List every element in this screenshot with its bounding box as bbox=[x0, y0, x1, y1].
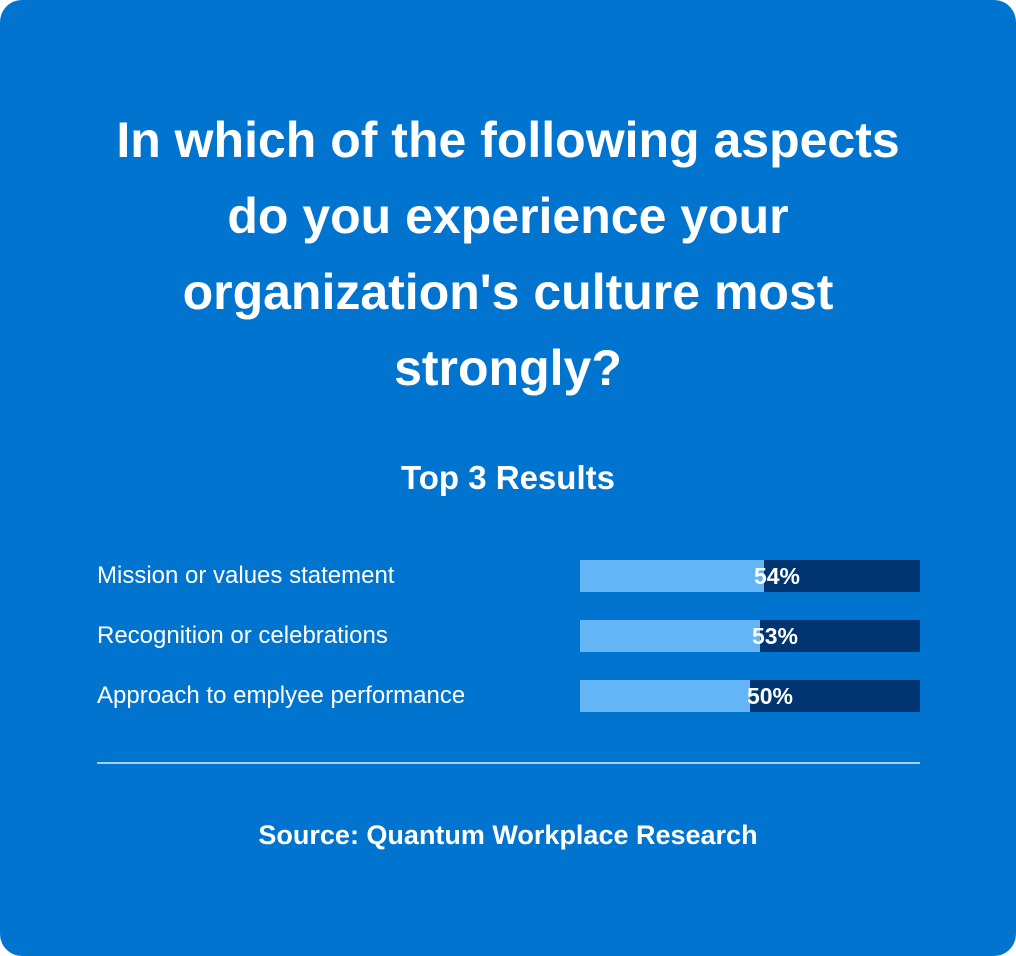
bar-track: 53% bbox=[580, 620, 920, 652]
chart-title: In which of the following aspects do you… bbox=[116, 112, 900, 396]
bar-category-label: Mission or values statement bbox=[97, 562, 395, 589]
bar bbox=[580, 680, 750, 712]
source-note: Source: Quantum Workplace Research bbox=[258, 820, 758, 850]
chart-subtitle: Top 3 Results bbox=[401, 459, 615, 496]
divider bbox=[97, 762, 920, 764]
bar-row: Recognition or celebrations 53% bbox=[97, 620, 920, 652]
bar-track: 54% bbox=[580, 560, 920, 592]
bar-row: Mission or values statement 54% bbox=[97, 560, 920, 592]
bar bbox=[580, 560, 764, 592]
bar-value-label: 53% bbox=[751, 623, 799, 649]
bar-value-label: 54% bbox=[753, 563, 801, 589]
bar-category-label: Recognition or celebrations bbox=[97, 622, 388, 649]
bar-value-label: 50% bbox=[746, 683, 794, 709]
bar-track: 50% bbox=[580, 680, 920, 712]
bar-chart: Mission or values statement 54% Recognitio… bbox=[97, 560, 920, 740]
bar bbox=[580, 620, 760, 652]
bar-row: Approach to emplyee performance 50% bbox=[97, 680, 920, 712]
bar-category-label: Approach to emplyee performance bbox=[97, 682, 466, 709]
